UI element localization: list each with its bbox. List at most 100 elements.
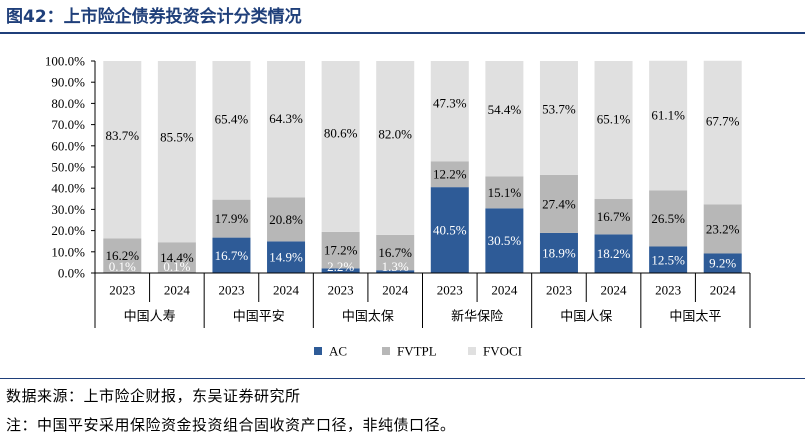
bar-fvtpl-11 [703,204,742,254]
x-group-label: 中国太平 [669,309,721,324]
bar-fvtpl-4 [321,231,360,269]
legend-swatch-ac [314,347,322,355]
bar-fvoci-5 [376,61,415,235]
y-tick-label: 10.0% [51,244,85,259]
data-label-fvtpl: 27.4% [542,196,576,211]
bar-fvtpl-3 [267,197,306,242]
y-tick-label: 60.0% [51,138,85,153]
bar-fvtpl-9 [594,199,633,235]
legend-label-fvtpl: FVTPL [397,344,437,359]
bar-ac-6 [430,187,469,273]
bar-ac-2 [212,237,251,273]
data-label-fvtpl: 20.8% [269,212,303,227]
data-label-fvoci: 65.4% [215,112,249,127]
data-label-ac: 18.2% [597,246,631,261]
footer-divider [0,378,805,379]
data-label-fvtpl: 12.2% [433,167,467,182]
source-note: 数据来源：上市险企财报，东吴证券研究所 [6,387,301,405]
bar-fvtpl-1 [157,242,196,273]
data-label-fvtpl: 17.9% [215,211,249,226]
x-group-label: 新华保险 [451,309,503,324]
data-labels: 0.1%16.2%83.7%0.1%14.4%85.5%16.7%17.9%65… [105,96,739,274]
data-label-fvtpl: 15.1% [488,185,522,200]
x-tick-label: 2023 [546,283,572,298]
bar-fvtpl-6 [430,161,469,188]
y-tick-label: 90.0% [51,75,85,90]
y-tick-label: 70.0% [51,117,85,132]
y-tick-label: 100.0% [45,54,85,69]
x-tick-label: 2024 [601,283,628,298]
y-tick-label: 80.0% [51,96,85,111]
x-tick-label: 2024 [382,283,409,298]
bar-ac-8 [539,232,578,273]
data-label-ac: 14.9% [269,250,303,265]
data-label-ac: 16.7% [215,248,249,263]
x-tick-label: 2023 [655,283,681,298]
bar-ac-3 [267,241,306,273]
data-label-fvtpl: 17.2% [324,243,358,258]
x-tick-label: 2023 [437,283,463,298]
legend-label-fvoci: FVOCI [483,344,522,359]
bar-ac-9 [594,234,633,273]
stacked-bar-chart: 0.0% 10.0% 20.0% 30.0% 40.0% 50.0% 60.0% 70.0% 8… [45,54,751,359]
data-label-fvtpl: 16.7% [378,245,412,260]
bar-fvtpl-2 [212,199,251,238]
x-axis: 2023 2024 2023 2024 2023 2024 2023 2024 2023 2024… [94,272,751,328]
y-tick-label: 40.0% [51,181,85,196]
data-label-fvoci: 53.7% [542,101,576,116]
data-label-fvoci: 85.5% [160,130,194,145]
data-label-fvtpl: 16.2% [105,248,139,263]
bar-ac-10 [649,246,688,273]
data-label-fvoci: 54.4% [488,102,522,117]
x-tick-label: 2024 [273,283,300,298]
x-group-label: 中国人寿 [124,309,176,324]
bar-fvoci-4 [321,61,360,232]
y-tick-label: 50.0% [51,160,85,175]
data-label-ac: 40.5% [433,223,467,238]
x-group-label: 中国人保 [560,309,612,324]
bar-ac-11 [703,253,742,273]
legend-label-ac: AC [329,344,347,359]
title-underline [0,32,805,34]
legend-swatch-fvoci [468,347,476,355]
bar-fvoci-7 [485,61,524,177]
x-tick-label: 2024 [164,283,191,298]
x-tick-label: 2024 [710,283,737,298]
bar-fvoci-3 [267,61,306,198]
bar-fvtpl-7 [485,176,524,209]
data-label-fvoci: 82.0% [378,127,412,142]
data-label-fvoci: 61.1% [651,108,685,123]
data-label-ac: 18.9% [542,245,576,260]
data-label-ac: 0.1% [163,259,190,274]
data-label-fvtpl: 26.5% [651,211,685,226]
y-axis: 0.0% 10.0% 20.0% 30.0% 40.0% 50.0% 60.0% 70.0% 8… [45,54,96,281]
data-label-ac: 0.1% [109,259,136,274]
bar-ac-7 [485,208,524,273]
data-label-ac: 30.5% [488,233,522,248]
y-tick-label: 30.0% [51,202,85,217]
data-label-ac: 12.5% [651,252,685,267]
bar-fvoci-1 [157,61,196,243]
bar-fvoci-10 [649,60,688,191]
data-label-fvoci: 65.1% [597,111,631,126]
bar-fvoci-8 [539,61,578,175]
data-label-fvoci: 64.3% [269,111,303,126]
x-group-label: 中国太保 [342,309,394,324]
data-label-ac: 9.2% [709,256,736,271]
data-label-fvoci: 67.7% [706,114,740,129]
bar-fvoci-6 [430,61,469,162]
bar-fvtpl-8 [539,174,578,233]
legend-swatch-fvtpl [382,347,390,355]
bar-fvtpl-10 [649,190,688,247]
figure-title: 图42：上市险企债券投资会计分类情况 [6,7,302,27]
x-tick-label: 2023 [218,283,244,298]
data-label-fvoci: 80.6% [324,125,358,140]
x-tick-label: 2024 [491,283,518,298]
bar-fvtpl-0 [103,238,142,273]
y-tick-label: 20.0% [51,223,85,238]
bar-fvoci-9 [594,61,633,200]
bar-ac-5 [376,270,415,273]
bar-fvoci-2 [212,61,251,200]
data-label-ac: 2.2% [327,259,354,274]
footnote: 注：中国平安采用保险资金投资组合固收资产口径，非纯债口径。 [6,416,456,434]
